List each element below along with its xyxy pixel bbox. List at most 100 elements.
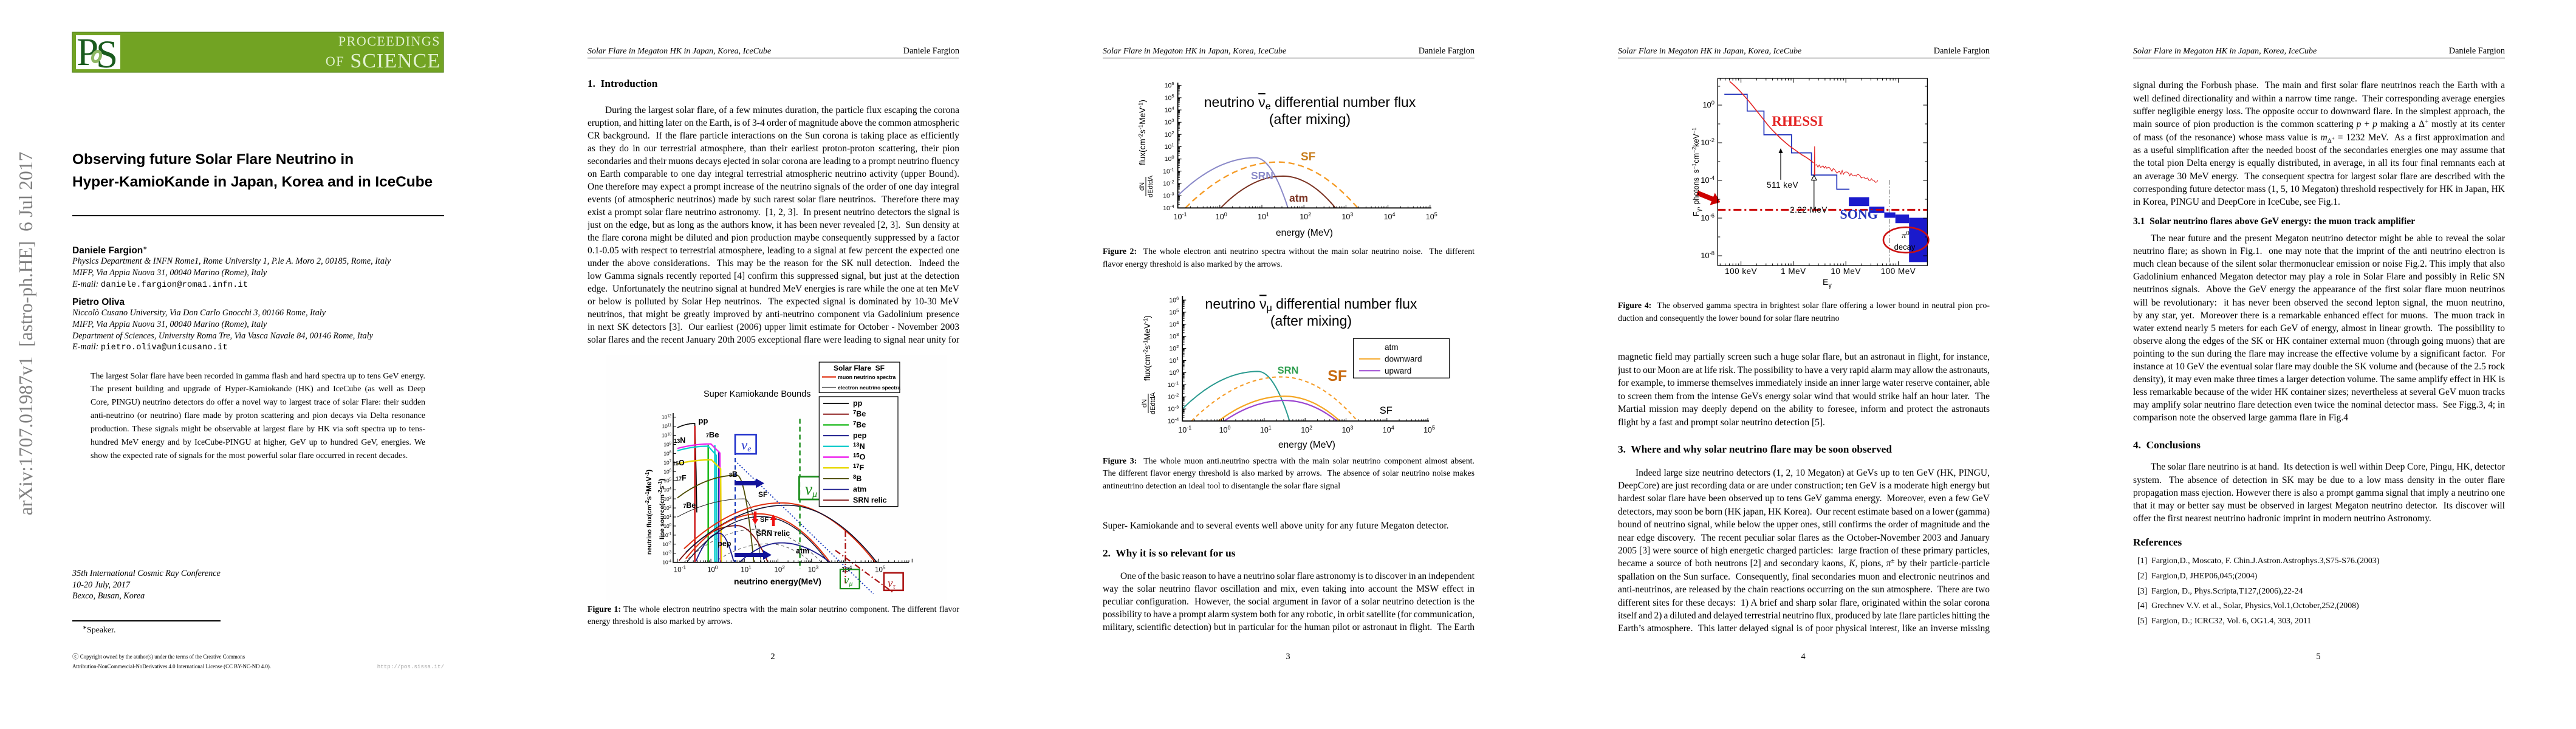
svg-text:10-4: 10-4 [1168, 417, 1179, 425]
svg-text:atm: atm [1289, 192, 1308, 204]
svg-text:energy (MeV): energy (MeV) [1276, 228, 1333, 238]
svg-text:13N: 13N [853, 442, 865, 451]
svg-text:10-2: 10-2 [662, 541, 671, 547]
svg-text:pp: pp [699, 416, 708, 425]
svg-text:104: 104 [1384, 211, 1396, 221]
svg-text:7Be: 7Be [853, 420, 866, 429]
svg-text:104: 104 [1165, 106, 1174, 114]
svg-text:101: 101 [1169, 356, 1179, 364]
svg-text:105: 105 [1169, 307, 1179, 316]
svg-text:108: 108 [663, 450, 671, 456]
svg-text:flux(cm-2s-1MeV-1): flux(cm-2s-1MeV-1) [1143, 315, 1153, 381]
svg-text:103: 103 [663, 496, 671, 502]
svg-text:10-2: 10-2 [1163, 179, 1174, 187]
svg-text:atm: atm [853, 485, 866, 494]
svg-text:10-1: 10-1 [662, 532, 671, 538]
svg-text:103: 103 [1165, 118, 1174, 126]
svg-text:SF: SF [760, 516, 769, 524]
svg-text:7Be: 7Be [853, 409, 866, 419]
svg-text:100 MeV: 100 MeV [1881, 267, 1916, 276]
svg-text:10-4: 10-4 [662, 560, 671, 566]
svg-text:1012: 1012 [662, 414, 672, 420]
svg-text:SF: SF [1301, 151, 1315, 163]
svg-text:SF: SF [1327, 368, 1347, 385]
svg-text:SF: SF [1380, 405, 1392, 416]
svg-text:neutrino νe differential numbe: neutrino νe differential number flux [1204, 94, 1416, 112]
svg-text:105: 105 [1426, 211, 1437, 221]
svg-text:102: 102 [1169, 344, 1179, 352]
svg-text:10-1: 10-1 [1168, 380, 1179, 389]
svg-text:10-3: 10-3 [662, 550, 671, 556]
svg-text:OF: OF [326, 53, 344, 69]
svg-text:7Be: 7Be [706, 430, 719, 439]
svg-text:17F: 17F [676, 474, 687, 482]
svg-text:101: 101 [663, 514, 671, 520]
svg-text:7Be: 7Be [683, 501, 696, 510]
svg-text:100 keV: 100 keV [1725, 267, 1757, 276]
svg-text:SRN relic: SRN relic [853, 496, 887, 504]
svg-text:100: 100 [1169, 368, 1179, 377]
svg-text:atm: atm [1385, 343, 1399, 352]
svg-text:pep: pep [853, 431, 867, 440]
svg-text:downward: downward [1385, 355, 1422, 364]
svg-text:dN: dN [1141, 399, 1148, 408]
svg-text:10-2: 10-2 [1701, 137, 1714, 147]
svg-text:103: 103 [1341, 211, 1353, 221]
svg-text:15O: 15O [853, 453, 866, 462]
svg-text:104: 104 [1383, 425, 1394, 434]
svg-text:15O: 15O [673, 459, 685, 467]
svg-text:1010: 1010 [662, 433, 672, 439]
svg-text:decay: decay [1894, 242, 1916, 252]
svg-text:SRN relic: SRN relic [756, 529, 790, 538]
svg-text:(after mixing): (after mixing) [1269, 111, 1351, 127]
svg-text:neutrino flux(cm-2s-1MeV-1): neutrino flux(cm-2s-1MeV-1) [644, 470, 653, 555]
svg-text:105: 105 [1423, 425, 1435, 434]
svg-text:106: 106 [1169, 296, 1179, 304]
svg-text:upward: upward [1385, 366, 1411, 375]
svg-text:SONG: SONG [1840, 207, 1878, 222]
svg-text:17F: 17F [853, 463, 865, 472]
svg-text:10-1: 10-1 [1163, 166, 1174, 175]
svg-text:100: 100 [1219, 425, 1231, 434]
svg-text:Solar Flare SF: Solar Flare SF [834, 364, 885, 372]
svg-text:105: 105 [1165, 93, 1174, 101]
svg-text:10-6: 10-6 [1701, 212, 1714, 222]
svg-text:100: 100 [1216, 211, 1227, 221]
svg-text:104: 104 [1169, 320, 1179, 328]
svg-text:electron neutrino spectra: electron neutrino spectra [838, 385, 900, 391]
svg-text:101: 101 [1165, 142, 1174, 151]
svg-text:104: 104 [663, 487, 671, 493]
svg-text:Super Kamiokande Bounds: Super Kamiokande Bounds [704, 389, 811, 399]
svg-text:2.22 MeV: 2.22 MeV [1790, 205, 1828, 214]
svg-text:SF: SF [758, 490, 767, 499]
svg-text:flux(cm-2s-1MeV-1): flux(cm-2s-1MeV-1) [1138, 100, 1148, 165]
svg-text:107: 107 [663, 459, 671, 465]
svg-text:PROCEEDINGS: PROCEEDINGS [338, 33, 440, 49]
svg-text:102: 102 [1301, 425, 1312, 434]
svg-text:neutrino energy(MeV): neutrino energy(MeV) [734, 577, 821, 586]
svg-text:pp: pp [853, 399, 863, 408]
svg-text:atm: atm [796, 547, 809, 555]
svg-text:109: 109 [663, 441, 671, 447]
svg-text:10-1: 10-1 [1174, 211, 1187, 221]
svg-text:SRN: SRN [1251, 169, 1273, 182]
svg-text:103: 103 [1169, 332, 1179, 340]
svg-text:10-3: 10-3 [1163, 191, 1174, 200]
svg-text:10-2: 10-2 [1168, 392, 1179, 401]
svg-text:dEdtdA: dEdtdA [1147, 175, 1154, 197]
svg-text:511 keV: 511 keV [1767, 180, 1798, 190]
svg-text:8B: 8B [853, 474, 862, 483]
svg-text:101: 101 [1258, 211, 1269, 221]
svg-text:106: 106 [663, 468, 671, 474]
svg-text:1 MeV: 1 MeV [1781, 267, 1806, 276]
svg-text:10-4: 10-4 [1163, 204, 1174, 212]
svg-text:muon neutrino spectra: muon neutrino spectra [838, 374, 896, 380]
svg-text:10 MeV: 10 MeV [1831, 267, 1861, 276]
svg-text:dN: dN [1139, 182, 1146, 191]
svg-text:10-1: 10-1 [1178, 425, 1191, 434]
svg-text:10-3: 10-3 [1168, 405, 1179, 413]
svg-text:SCIENCE: SCIENCE [350, 50, 440, 72]
svg-text:101: 101 [1260, 425, 1272, 434]
svg-text:Eγ: Eγ [1823, 277, 1832, 289]
svg-text:105: 105 [663, 477, 671, 484]
